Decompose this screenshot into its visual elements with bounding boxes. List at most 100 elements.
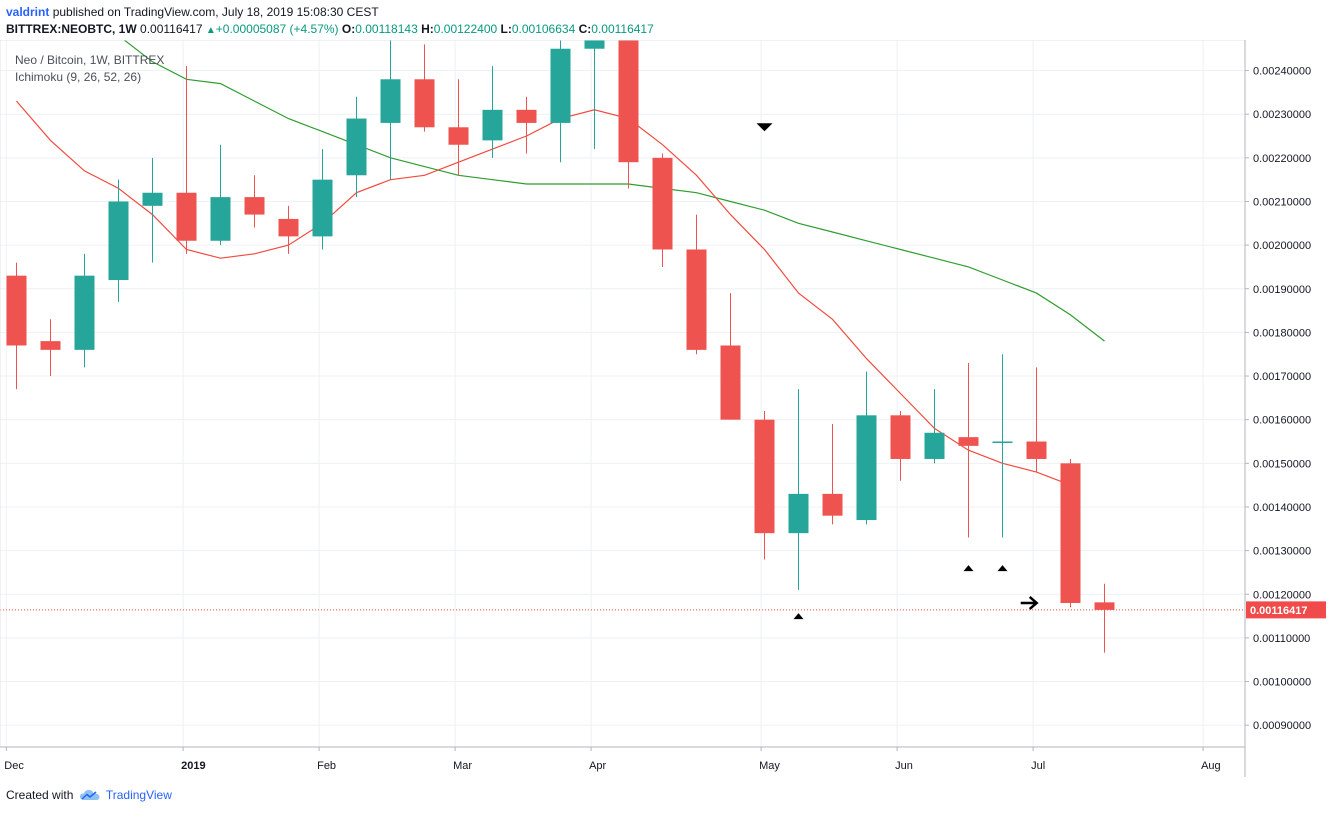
y-tick-label: 0.00150000 bbox=[1253, 458, 1311, 470]
candle-body bbox=[6, 275, 27, 346]
candle-body bbox=[482, 109, 503, 141]
candle bbox=[414, 44, 435, 132]
candle-body bbox=[176, 192, 197, 241]
candle-body bbox=[312, 179, 333, 237]
y-tick-label: 0.00230000 bbox=[1253, 109, 1311, 121]
candle-body bbox=[720, 345, 741, 420]
low-label: L: bbox=[500, 22, 512, 36]
candle bbox=[74, 253, 95, 368]
up-triangle-icon: ▲ bbox=[205, 25, 216, 36]
candle-body bbox=[380, 79, 401, 123]
candle-body bbox=[1026, 441, 1047, 459]
candle-body bbox=[1060, 463, 1081, 603]
candle-body bbox=[244, 197, 265, 215]
x-tick-label: Dec bbox=[4, 760, 24, 772]
y-tick-label: 0.00110000 bbox=[1253, 633, 1310, 645]
open-value: 0.00118143 bbox=[355, 22, 418, 36]
candle-body bbox=[754, 419, 775, 534]
last-price-tag: 0.00116417 bbox=[1246, 601, 1326, 619]
y-tick-label: 0.00130000 bbox=[1253, 546, 1311, 558]
last-price-tag-label: 0.00116417 bbox=[1250, 605, 1308, 617]
y-tick-label: 0.00190000 bbox=[1253, 284, 1311, 296]
footer: Created with TradingView bbox=[6, 788, 172, 802]
legend-pair: Neo / Bitcoin, 1W, BITTREX bbox=[15, 53, 164, 67]
header-line-1: valdrint published on TradingView.com, J… bbox=[6, 5, 379, 19]
candle bbox=[754, 410, 775, 560]
x-tick-label: Aug bbox=[1201, 760, 1221, 772]
candle-body bbox=[890, 415, 911, 459]
kijun-line bbox=[123, 40, 1105, 342]
author-name[interactable]: valdrint bbox=[6, 5, 50, 19]
candle bbox=[924, 389, 945, 464]
candle-body bbox=[686, 249, 707, 350]
candle-body bbox=[924, 432, 945, 459]
candle-body bbox=[958, 437, 979, 446]
markers bbox=[756, 123, 1039, 620]
candle bbox=[380, 40, 401, 180]
candle bbox=[448, 79, 469, 176]
published-text: published on TradingView.com, July 18, 2… bbox=[52, 5, 379, 19]
high-value: 0.00122400 bbox=[433, 22, 498, 36]
candle bbox=[346, 96, 367, 198]
candle-body bbox=[278, 218, 299, 237]
marker-triangle-up-icon bbox=[997, 565, 1008, 572]
marker-triangle-up-icon bbox=[963, 565, 974, 572]
candle bbox=[482, 66, 503, 158]
marker-arrow-right-icon bbox=[1020, 596, 1039, 610]
candle bbox=[992, 354, 1013, 538]
candle bbox=[856, 371, 877, 525]
y-tick-label: 0.00100000 bbox=[1253, 677, 1311, 689]
x-tick-label: Apr bbox=[589, 760, 606, 772]
low-value: 0.00106634 bbox=[511, 22, 576, 36]
x-tick-label: Jul bbox=[1031, 760, 1045, 772]
y-tick-label: 0.00200000 bbox=[1253, 240, 1311, 252]
candle bbox=[108, 179, 129, 302]
candle-body bbox=[652, 157, 673, 250]
candle bbox=[210, 144, 231, 246]
candle bbox=[550, 40, 571, 163]
y-tick-label: 0.00180000 bbox=[1253, 327, 1311, 339]
y-tick-label: 0.00220000 bbox=[1253, 153, 1311, 165]
candle bbox=[618, 40, 639, 189]
candle-body bbox=[108, 201, 129, 281]
candle-body bbox=[414, 79, 435, 128]
candle-body bbox=[1094, 602, 1115, 610]
y-tick-label: 0.00240000 bbox=[1253, 66, 1311, 78]
candle bbox=[788, 389, 809, 590]
marker-triangle-down-icon bbox=[756, 123, 773, 132]
y-tick-label: 0.00140000 bbox=[1253, 502, 1311, 514]
candle bbox=[278, 205, 299, 254]
candle bbox=[1060, 458, 1081, 608]
candle bbox=[652, 153, 673, 267]
candle bbox=[720, 293, 741, 420]
candle-body bbox=[74, 275, 95, 350]
y-tick-label: 0.00210000 bbox=[1253, 196, 1311, 208]
candle-body bbox=[142, 192, 163, 206]
ichimoku-lines bbox=[16, 40, 1105, 486]
close-value: 0.00116417 bbox=[591, 22, 654, 36]
y-tick-label: 0.00170000 bbox=[1253, 371, 1311, 383]
brand-link[interactable]: TradingView bbox=[105, 788, 172, 802]
y-tick-label: 0.00160000 bbox=[1253, 415, 1311, 427]
candle bbox=[958, 362, 979, 538]
tenkan-line bbox=[16, 100, 1071, 486]
header-line-2: BITTREX:NEOBTC, 1W 0.00116417 ▲+0.000050… bbox=[6, 22, 654, 36]
price-chart[interactable]: 0.00090000 0.00100000 0.00110000 0.00120000… bbox=[0, 40, 1331, 777]
y-tick-label: 0.00120000 bbox=[1253, 589, 1311, 601]
candle bbox=[584, 40, 605, 150]
candle-body bbox=[618, 40, 639, 163]
candle-body bbox=[448, 127, 469, 145]
time-axis[interactable]: Dec 2019 Feb Mar Apr May Jun Jul Aug bbox=[4, 747, 1221, 772]
price-axis[interactable]: 0.00090000 0.00100000 0.00110000 0.00120000… bbox=[1245, 66, 1311, 733]
marker-triangle-up-icon bbox=[793, 613, 804, 620]
x-tick-label: May bbox=[759, 760, 780, 772]
candle bbox=[6, 262, 27, 390]
last-price-tag-bg bbox=[1246, 601, 1326, 619]
candle-body bbox=[856, 415, 877, 521]
y-tick-label: 0.00090000 bbox=[1253, 720, 1311, 732]
candle bbox=[176, 66, 197, 254]
x-tick-label: Mar bbox=[453, 760, 472, 772]
tradingview-logo-icon bbox=[79, 789, 100, 800]
candle-body bbox=[584, 40, 605, 49]
candle-body bbox=[40, 341, 61, 350]
